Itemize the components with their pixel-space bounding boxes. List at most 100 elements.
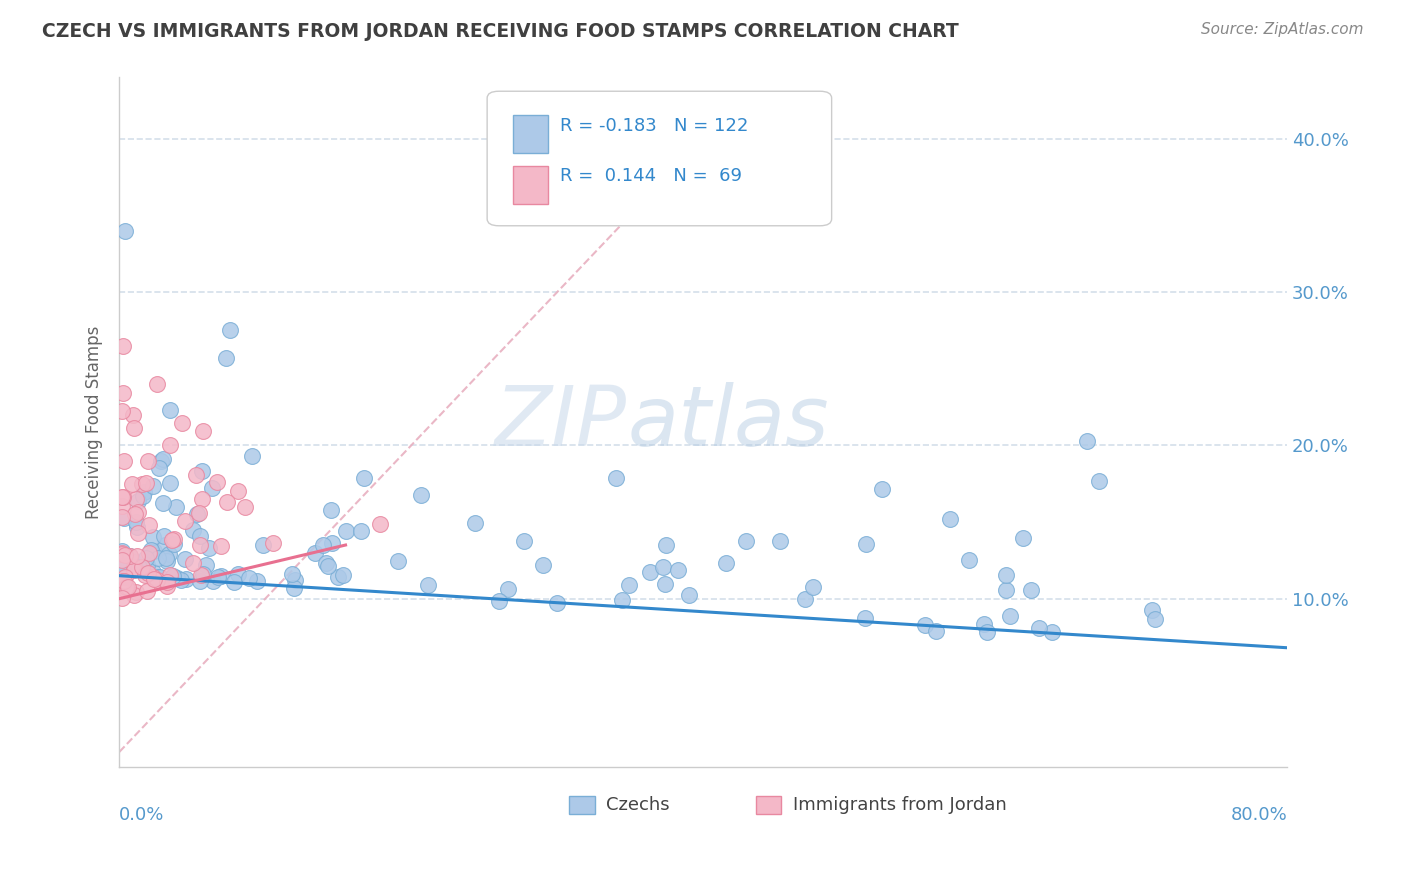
- FancyBboxPatch shape: [513, 166, 548, 203]
- Point: [111, 591, 134, 605]
- FancyBboxPatch shape: [756, 797, 782, 814]
- Text: Czechs: Czechs: [606, 797, 669, 814]
- Point: [122, 555, 145, 569]
- Point: [122, 588, 145, 602]
- Point: [1140, 603, 1163, 617]
- Point: [668, 563, 690, 577]
- Point: [218, 323, 240, 337]
- Point: [281, 566, 304, 581]
- Point: [326, 569, 349, 583]
- Point: [166, 571, 188, 585]
- Point: [335, 524, 357, 538]
- FancyBboxPatch shape: [486, 91, 831, 226]
- Point: [191, 465, 214, 479]
- Point: [127, 549, 149, 563]
- Point: [122, 563, 145, 577]
- Point: [464, 516, 486, 531]
- Point: [191, 566, 214, 581]
- Point: [201, 481, 224, 495]
- Point: [207, 570, 229, 584]
- Point: [186, 507, 208, 521]
- Point: [191, 424, 214, 438]
- Point: [146, 377, 169, 392]
- Point: [202, 574, 225, 588]
- Point: [252, 538, 274, 552]
- Point: [188, 529, 211, 543]
- Point: [142, 478, 165, 492]
- Point: [115, 560, 138, 574]
- Point: [159, 476, 181, 491]
- Point: [976, 625, 998, 640]
- Point: [353, 471, 375, 485]
- Point: [115, 580, 138, 594]
- Point: [801, 580, 824, 594]
- Point: [973, 616, 995, 631]
- Point: [146, 573, 169, 587]
- Point: [184, 468, 207, 483]
- Point: [209, 568, 232, 582]
- Point: [112, 490, 135, 504]
- Point: [131, 559, 153, 574]
- Point: [142, 570, 165, 584]
- Point: [135, 550, 157, 565]
- Point: [121, 477, 143, 491]
- Point: [139, 542, 162, 557]
- Point: [142, 565, 165, 579]
- Point: [152, 496, 174, 510]
- Point: [111, 544, 134, 558]
- Point: [114, 580, 136, 594]
- Point: [114, 583, 136, 598]
- Point: [143, 544, 166, 558]
- Point: [181, 523, 204, 537]
- Point: [142, 573, 165, 587]
- Point: [159, 402, 181, 417]
- Point: [112, 339, 135, 353]
- Point: [235, 500, 257, 514]
- Point: [132, 489, 155, 503]
- Point: [205, 475, 228, 489]
- Point: [121, 408, 143, 422]
- Point: [188, 574, 211, 588]
- Point: [995, 568, 1018, 582]
- Point: [183, 556, 205, 570]
- Point: [127, 525, 149, 540]
- Point: [188, 506, 211, 520]
- Point: [138, 518, 160, 533]
- Point: [112, 574, 135, 589]
- Point: [163, 532, 186, 546]
- Point: [155, 550, 177, 565]
- Point: [769, 534, 792, 549]
- Point: [135, 584, 157, 599]
- Point: [162, 537, 184, 551]
- Point: [925, 624, 948, 638]
- Point: [638, 565, 661, 579]
- Point: [734, 533, 756, 548]
- Point: [150, 453, 173, 467]
- Point: [284, 573, 307, 587]
- Point: [162, 569, 184, 583]
- Point: [1000, 608, 1022, 623]
- Point: [111, 547, 134, 561]
- Point: [156, 574, 179, 589]
- Point: [226, 483, 249, 498]
- Point: [855, 537, 877, 551]
- Point: [1143, 612, 1166, 626]
- Point: [112, 510, 135, 524]
- Text: R = -0.183   N = 122: R = -0.183 N = 122: [560, 117, 748, 135]
- Point: [111, 574, 134, 589]
- Point: [995, 582, 1018, 597]
- Point: [652, 559, 675, 574]
- Point: [1088, 474, 1111, 488]
- Point: [619, 577, 641, 591]
- Point: [411, 488, 433, 502]
- Text: Source: ZipAtlas.com: Source: ZipAtlas.com: [1201, 22, 1364, 37]
- Point: [111, 574, 134, 589]
- Point: [332, 568, 354, 582]
- Point: [124, 585, 146, 599]
- Point: [159, 438, 181, 452]
- Point: [156, 579, 179, 593]
- Point: [714, 556, 737, 570]
- Point: [198, 541, 221, 556]
- Point: [111, 385, 134, 400]
- Point: [531, 558, 554, 573]
